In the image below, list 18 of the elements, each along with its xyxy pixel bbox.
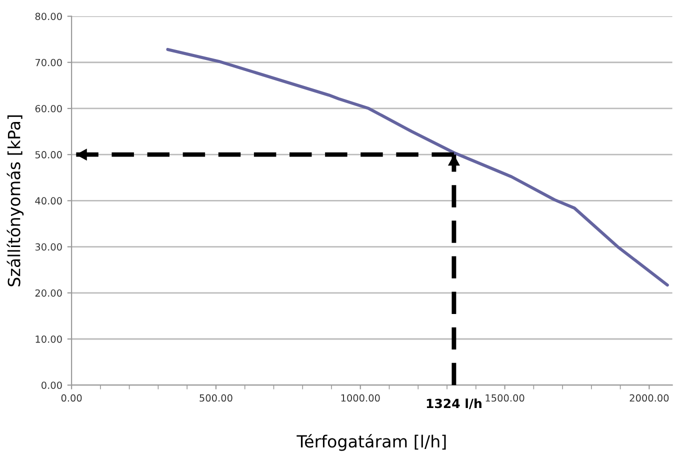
y-tick-label: 50.00 — [35, 151, 62, 158]
y-tick-label: 70.00 — [35, 58, 62, 66]
y-tick-label: 80.00 — [35, 12, 62, 20]
x-tick-label: 1500.00 — [486, 394, 524, 402]
y-axis-title: Szállítónyomás [kPa] — [6, 115, 24, 286]
x-axis-title: Térfogatáram [l/h] — [296, 434, 446, 451]
x-tick-label: 500.00 — [200, 394, 232, 402]
y-tick-label: 20.00 — [35, 289, 62, 297]
x-tick-label: 1000.00 — [341, 394, 380, 402]
y-tick-label: 30.00 — [35, 243, 62, 251]
y-tick-label: 0.00 — [42, 382, 62, 389]
y-tick-label: 60.00 — [35, 104, 62, 112]
y-tick-label: 10.00 — [36, 335, 62, 343]
annotation: 1324 l/h — [426, 398, 482, 410]
line-series — [166, 48, 669, 287]
x-tick-label: 0.00 — [61, 394, 82, 402]
y-tick-label: 40.00 — [35, 197, 62, 205]
x-tick-label: 2000.00 — [630, 394, 669, 402]
